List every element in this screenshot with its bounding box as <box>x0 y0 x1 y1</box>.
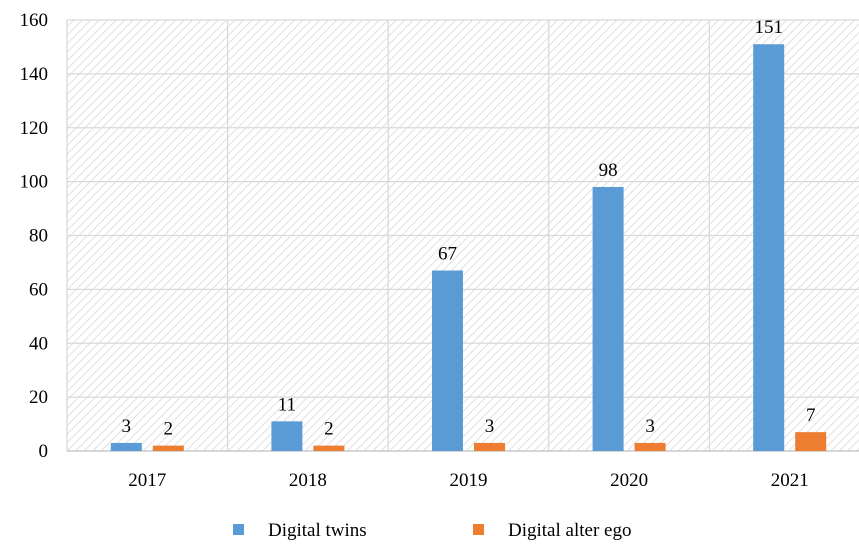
bar-digital-alter-ego <box>795 432 827 451</box>
y-tick-label: 120 <box>20 118 49 139</box>
data-label-digital-twins: 67 <box>438 244 457 265</box>
data-label-digital-alter-ego: 7 <box>806 405 816 426</box>
x-tick-label: 2021 <box>771 470 809 491</box>
legend-swatch-digital-alter-ego <box>473 524 484 535</box>
bar-digital-alter-ego <box>634 442 666 451</box>
data-label-digital-alter-ego: 2 <box>324 419 334 440</box>
x-tick-label: 2018 <box>289 470 327 491</box>
legend-label-digital-alter-ego: Digital alter ego <box>508 520 631 541</box>
bar-digital-twins <box>271 421 303 451</box>
y-tick-label: 160 <box>20 10 49 31</box>
y-tick-label: 80 <box>29 226 48 247</box>
data-label-digital-alter-ego: 2 <box>164 419 174 440</box>
bar-digital-twins <box>110 442 142 451</box>
data-label-digital-twins: 98 <box>599 160 618 181</box>
y-axis-ticks: 0 20 40 60 80 100 120 140 160 <box>20 10 49 462</box>
data-label-digital-twins: 3 <box>122 416 132 437</box>
data-label-digital-alter-ego: 3 <box>485 416 495 437</box>
bar-digital-alter-ego <box>152 445 184 451</box>
legend-label-digital-twins: Digital twins <box>268 520 367 541</box>
x-axis-ticks: 2017 2018 2019 2020 2021 <box>128 470 808 491</box>
bars <box>110 44 827 452</box>
bar-digital-alter-ego <box>313 445 345 451</box>
x-tick-label: 2017 <box>128 470 166 491</box>
data-label-digital-twins: 11 <box>278 394 296 415</box>
data-label-digital-twins: 151 <box>754 17 783 38</box>
y-tick-label: 20 <box>29 387 48 408</box>
y-tick-label: 40 <box>29 333 48 354</box>
y-tick-label: 100 <box>20 172 49 193</box>
data-label-digital-alter-ego: 3 <box>645 416 655 437</box>
bar-digital-alter-ego <box>474 442 505 451</box>
bar-digital-twins <box>592 187 624 451</box>
x-tick-label: 2020 <box>610 470 648 491</box>
legend: Digital twins Digital alter ego <box>233 520 631 541</box>
y-tick-label: 140 <box>20 64 49 85</box>
data-labels: 3 11 67 98 151 2 2 3 3 7 <box>122 17 816 439</box>
x-tick-label: 2019 <box>450 470 488 491</box>
y-tick-label: 0 <box>39 441 49 462</box>
gridlines <box>66 19 859 452</box>
bar-digital-twins <box>432 270 463 451</box>
y-tick-label: 60 <box>29 279 48 300</box>
legend-swatch-digital-twins <box>233 524 244 535</box>
bar-digital-twins <box>753 44 785 452</box>
